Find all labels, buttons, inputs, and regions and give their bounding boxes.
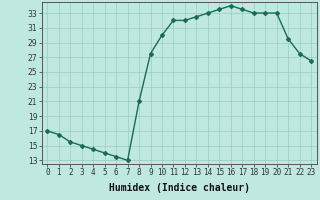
X-axis label: Humidex (Indice chaleur): Humidex (Indice chaleur) bbox=[109, 183, 250, 193]
